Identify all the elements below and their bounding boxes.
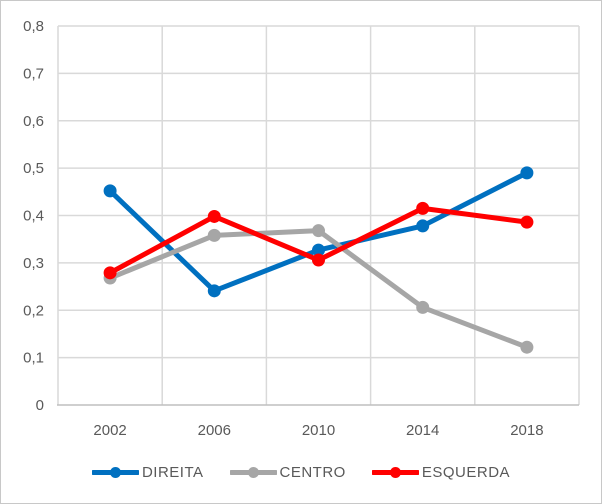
data-point-direita-2018 xyxy=(520,166,534,180)
data-point-esquerda-2006 xyxy=(207,209,221,223)
legend-label: ESQUERDA xyxy=(421,463,511,481)
data-point-direita-2010 xyxy=(312,243,325,257)
data-point-esquerda-2018 xyxy=(520,215,534,229)
y-axis-tick-label: 0,5 xyxy=(23,160,44,177)
y-axis-tick-label: 0,7 xyxy=(23,65,44,82)
y-axis-tick-label: 0,3 xyxy=(23,255,44,272)
y-axis-tick-label: 0,8 xyxy=(23,18,44,35)
data-point-centro-2010 xyxy=(312,224,325,238)
y-axis-tick-label: 0,6 xyxy=(23,113,44,130)
legend-item-centro: CENTRO xyxy=(229,463,346,481)
data-point-direita-2014 xyxy=(416,219,430,233)
data-point-centro-2018 xyxy=(520,340,534,354)
legend-item-direita: DIREITA xyxy=(91,463,204,481)
data-point-esquerda-2014 xyxy=(416,201,430,215)
data-point-direita-2002 xyxy=(103,184,117,198)
y-axis-tick-label: 0 xyxy=(36,397,44,414)
x-axis-tick-label: 2010 xyxy=(302,422,335,439)
x-axis-tick-label: 2018 xyxy=(510,422,543,439)
data-point-esquerda-2002 xyxy=(103,266,117,280)
legend: DIREITA CENTRO ESQUERDA xyxy=(1,459,601,485)
legend-marker-direita xyxy=(91,466,139,478)
data-point-direita-2006 xyxy=(207,284,221,298)
x-axis-tick-label: 2002 xyxy=(93,422,126,439)
x-axis-tick-label: 2006 xyxy=(198,422,231,439)
y-axis-tick-label: 0,2 xyxy=(23,302,44,319)
y-axis-tick-label: 0,1 xyxy=(23,350,44,367)
data-point-centro-2014 xyxy=(416,300,430,314)
data-point-centro-2006 xyxy=(207,228,221,242)
legend-label: CENTRO xyxy=(279,463,346,481)
legend-marker-centro xyxy=(229,466,277,478)
legend-label: DIREITA xyxy=(141,463,204,481)
legend-marker-esquerda xyxy=(371,466,419,478)
legend-item-esquerda: ESQUERDA xyxy=(371,463,511,481)
y-axis-tick-label: 0,4 xyxy=(23,208,44,225)
data-point-esquerda-2010 xyxy=(312,253,325,267)
x-axis-tick-label: 2014 xyxy=(406,422,439,439)
